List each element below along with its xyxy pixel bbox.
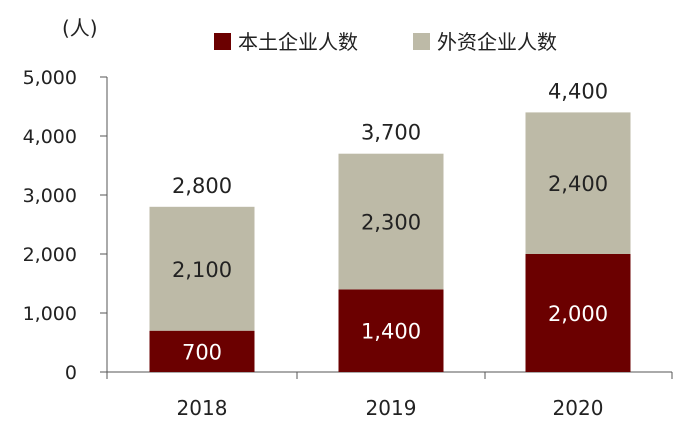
legend-label: 外资企业人数 [437, 30, 557, 54]
x-tick-label: 2020 [553, 396, 604, 420]
y-tick-label: 4,000 [23, 126, 77, 148]
x-tick-label: 2019 [366, 396, 417, 420]
y-tick-label: 2,000 [23, 244, 77, 266]
bar-segment [149, 330, 255, 372]
bar-value-label: 2,300 [361, 211, 421, 235]
bar-value-label: 700 [182, 340, 222, 364]
legend-swatch [413, 33, 430, 50]
bar-total-label: 3,700 [361, 121, 421, 145]
bar-segment [149, 206, 255, 331]
data-labels: 700 2,100 2,800 1,400 2,300 3,700 2,000 2,400 4,… [172, 79, 608, 364]
bar-value-label: 2,100 [172, 258, 232, 282]
bar-value-label: 2,400 [548, 172, 608, 196]
bar-segment [525, 112, 631, 255]
bar-value-label: 2,000 [548, 302, 608, 326]
y-tick-label: 1,000 [23, 303, 77, 325]
y-axis-label: (人) [62, 16, 98, 40]
legend-label: 本土企业人数 [238, 30, 358, 54]
bar-total-label: 4,400 [548, 79, 608, 103]
bar-segment [338, 289, 444, 372]
y-tick-label: 3,000 [23, 185, 77, 207]
bar-value-label: 1,400 [361, 320, 421, 344]
x-tick-label: 2018 [177, 396, 228, 420]
bar-segment [525, 254, 631, 372]
y-tick-label: 0 [65, 362, 77, 384]
y-tick-label: 5,000 [23, 67, 77, 89]
legend-swatch [214, 33, 231, 50]
legend: 本土企业人数 外资企业人数 [214, 30, 557, 54]
bar-segment [338, 153, 444, 290]
bars [149, 112, 631, 372]
bar-total-label: 2,800 [172, 174, 232, 198]
